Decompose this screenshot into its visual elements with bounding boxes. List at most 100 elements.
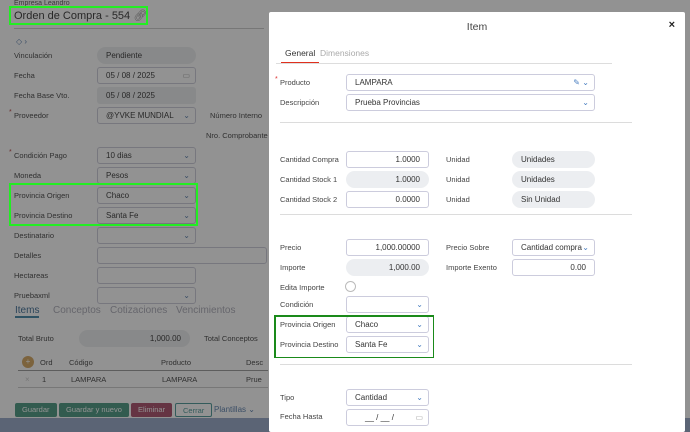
tab-general[interactable]: General (281, 48, 320, 64)
condicion-select[interactable]: ⌄ (346, 296, 429, 313)
field-label: * Condición Pago (9, 149, 67, 160)
tab-cotizaciones[interactable]: Cotizaciones (110, 305, 168, 316)
tab-vencimientos[interactable]: Vencimientos (176, 305, 236, 316)
prov-destino-select[interactable]: Santa Fe ⌄ (346, 336, 429, 353)
importe-exento-input[interactable]: 0.00 (512, 259, 595, 276)
field-label: Hectareas (14, 271, 49, 280)
cantidad-input: 1.0000 (346, 171, 429, 188)
delete-button[interactable]: Eliminar (131, 403, 173, 417)
producto-label: * Producto (275, 76, 311, 87)
edita-importe-label: Edita Importe (280, 283, 325, 292)
page-title: Orden de Compra - 554 🔗︎ (14, 9, 147, 22)
col-producto: Producto (161, 358, 192, 367)
delete-row-icon[interactable]: × (25, 375, 30, 384)
condicion-label: Condición (280, 300, 314, 309)
field-input[interactable]: 05 / 08 / 2025 ▭ (97, 67, 196, 84)
chevron-down-icon: ⌄ (183, 231, 190, 240)
prov-origen-label: Provincia Origen (280, 320, 336, 329)
cell-codigo: LAMPARA (71, 375, 107, 384)
col-ord: Ord (40, 358, 53, 367)
total-bruto-label: Total Bruto (18, 334, 54, 343)
highlight-title (9, 23, 148, 25)
producto-select[interactable]: LAMPARA ✎ ⌄ (346, 74, 595, 91)
chevron-down-icon: ⌄ (183, 211, 190, 220)
chevron-down-icon: ⌄ (416, 340, 423, 349)
chevron-down-icon: ⌄ (416, 393, 423, 402)
close-button[interactable]: Cerrar (175, 403, 213, 417)
add-item-icon[interactable]: + (22, 356, 34, 368)
descripcion-select[interactable]: Prueba Provincias ⌄ (346, 94, 595, 111)
tipo-select[interactable]: Cantidad ⌄ (346, 389, 429, 406)
cell-ord: 1 (42, 375, 47, 384)
tipo-label: Tipo (280, 393, 295, 402)
unidad-label: Unidad (446, 155, 470, 164)
link-icon[interactable]: 🔗︎ (133, 10, 148, 22)
field-input[interactable] (97, 247, 267, 264)
field-input[interactable]: 10 dias ⌄ (97, 147, 196, 164)
precio-sobre-select[interactable]: Cantidad compra ⌄ (512, 239, 595, 256)
field-input[interactable]: Pendiente (97, 47, 196, 64)
field-input[interactable]: Santa Fe ⌄ (97, 207, 196, 224)
highlight-modal-provincias (274, 315, 434, 317)
chevron-down-icon: ⌄ (183, 291, 190, 300)
prov-origen-select[interactable]: Chaco ⌄ (346, 316, 429, 333)
field-label: Detalles (14, 251, 42, 260)
cantidad-label: Cantidad Stock 2 (280, 195, 338, 204)
save-button[interactable]: Guardar (15, 403, 57, 417)
precio-sobre-label: Precio Sobre (446, 243, 490, 252)
highlight-modal-provincias (274, 356, 434, 358)
total-conceptos-label: Total Conceptos (204, 334, 258, 343)
tab-conceptos[interactable]: Conceptos (53, 305, 101, 316)
prov-destino-label: Provincia Destino (280, 340, 339, 349)
precio-input[interactable]: 1,000.00000 (346, 239, 429, 256)
col-desc: Desc (246, 358, 264, 367)
tab-items[interactable]: Items (15, 305, 40, 318)
unidad-label: Unidad (446, 195, 470, 204)
field-label: Moneda (14, 171, 42, 180)
highlight-provincias (196, 183, 198, 226)
chevron-down-icon: ⌄ (183, 151, 190, 160)
edit-pencil-icon[interactable]: ✎ (573, 78, 580, 87)
highlight-title (146, 6, 148, 25)
tag-icon[interactable]: ◇ › (16, 37, 28, 46)
page-title-text: Orden de Compra - 554 (14, 10, 131, 22)
cantidad-input[interactable]: 0.0000 (346, 191, 429, 208)
templates-dropdown[interactable]: Plantillas ⌄ (214, 405, 255, 414)
item-modal: Item × General Dimensiones * Producto LAM… (269, 12, 685, 432)
save-new-button[interactable]: Guardar y nuevo (59, 403, 129, 417)
field-input[interactable]: Chaco ⌄ (97, 187, 196, 204)
fecha-hasta-label: Fecha Hasta (280, 412, 323, 421)
field-label: Fecha Base Vto. (14, 91, 70, 100)
calendar-icon: ▭ (182, 71, 190, 80)
chevron-down-icon: ⌄ (183, 191, 190, 200)
field-input[interactable]: 05 / 08 / 2025 (97, 87, 196, 104)
field-label: Pruebaxml (14, 291, 50, 300)
tab-dimensiones[interactable]: Dimensiones (320, 48, 370, 58)
highlight-provincias (9, 183, 198, 185)
importe-label: Importe (280, 263, 306, 272)
chevron-down-icon: ⌄ (183, 111, 190, 120)
highlight-provincias (9, 224, 198, 226)
highlight-modal-provincias (274, 315, 276, 358)
total-bruto-value: 1,000.00 (79, 330, 190, 347)
highlight-title (9, 6, 148, 8)
field-input[interactable]: ⌄ (97, 227, 196, 244)
numero-interno-label: Número Interno (210, 111, 263, 120)
field-label: * Proveedor (9, 109, 49, 120)
cantidad-input[interactable]: 1.0000 (346, 151, 429, 168)
field-input[interactable]: Pesos ⌄ (97, 167, 196, 184)
company-name: Empresa Leandro (14, 0, 70, 7)
chevron-down-icon: ⌄ (416, 320, 423, 329)
field-input[interactable]: @YVKE MUNDIAL ⌄ (97, 107, 196, 124)
close-icon[interactable]: × (668, 19, 675, 31)
field-label: Fecha (14, 71, 35, 80)
field-label: Provincia Destino (14, 211, 73, 220)
field-input[interactable]: ⌄ (97, 287, 196, 304)
edita-importe-radio[interactable] (345, 281, 356, 292)
templates-label: Plantillas (214, 405, 247, 414)
descripcion-label: Descripción (280, 98, 320, 107)
importe-value: 1,000.00 (346, 259, 429, 276)
chevron-down-icon: ⌄ (582, 78, 589, 87)
field-label: Provincia Origen (14, 191, 70, 200)
field-input[interactable] (97, 267, 196, 284)
